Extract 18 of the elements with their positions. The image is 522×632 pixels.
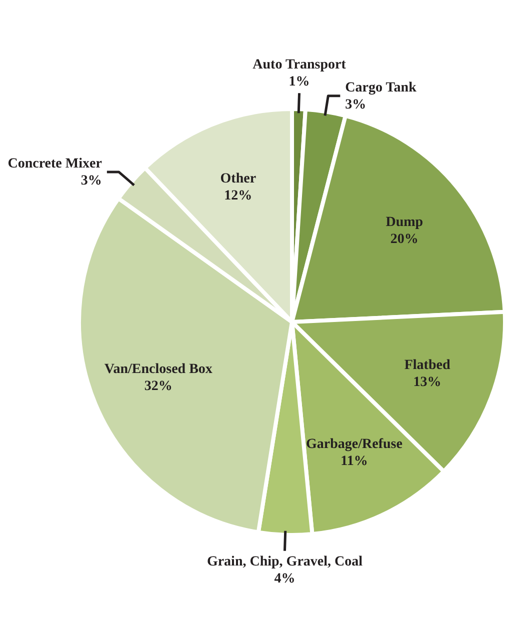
data-label: 4% [274,571,296,586]
slice-label: Flatbed [404,358,450,373]
data-label: 3% [80,174,102,189]
data-label: 12% [224,188,252,204]
slice-label: Auto Transport [252,58,346,73]
slice-label: Other [220,172,256,187]
slice-label: Grain, Chip, Gravel, Coal [206,554,363,570]
slice-label: Garbage/Refuse [306,436,402,452]
data-label: 13% [413,374,442,390]
slice-label: Cargo Tank [345,80,417,96]
data-label: 32% [144,379,172,394]
slice-label: Dump [386,214,424,230]
slice-label: Van/Enclosed Box [104,362,212,378]
data-label: 3% [345,97,366,112]
slice-label: Concrete Mixer [8,156,102,172]
data-label: 11% [340,454,368,469]
data-label: 1% [288,74,310,90]
data-label: 20% [390,232,418,247]
